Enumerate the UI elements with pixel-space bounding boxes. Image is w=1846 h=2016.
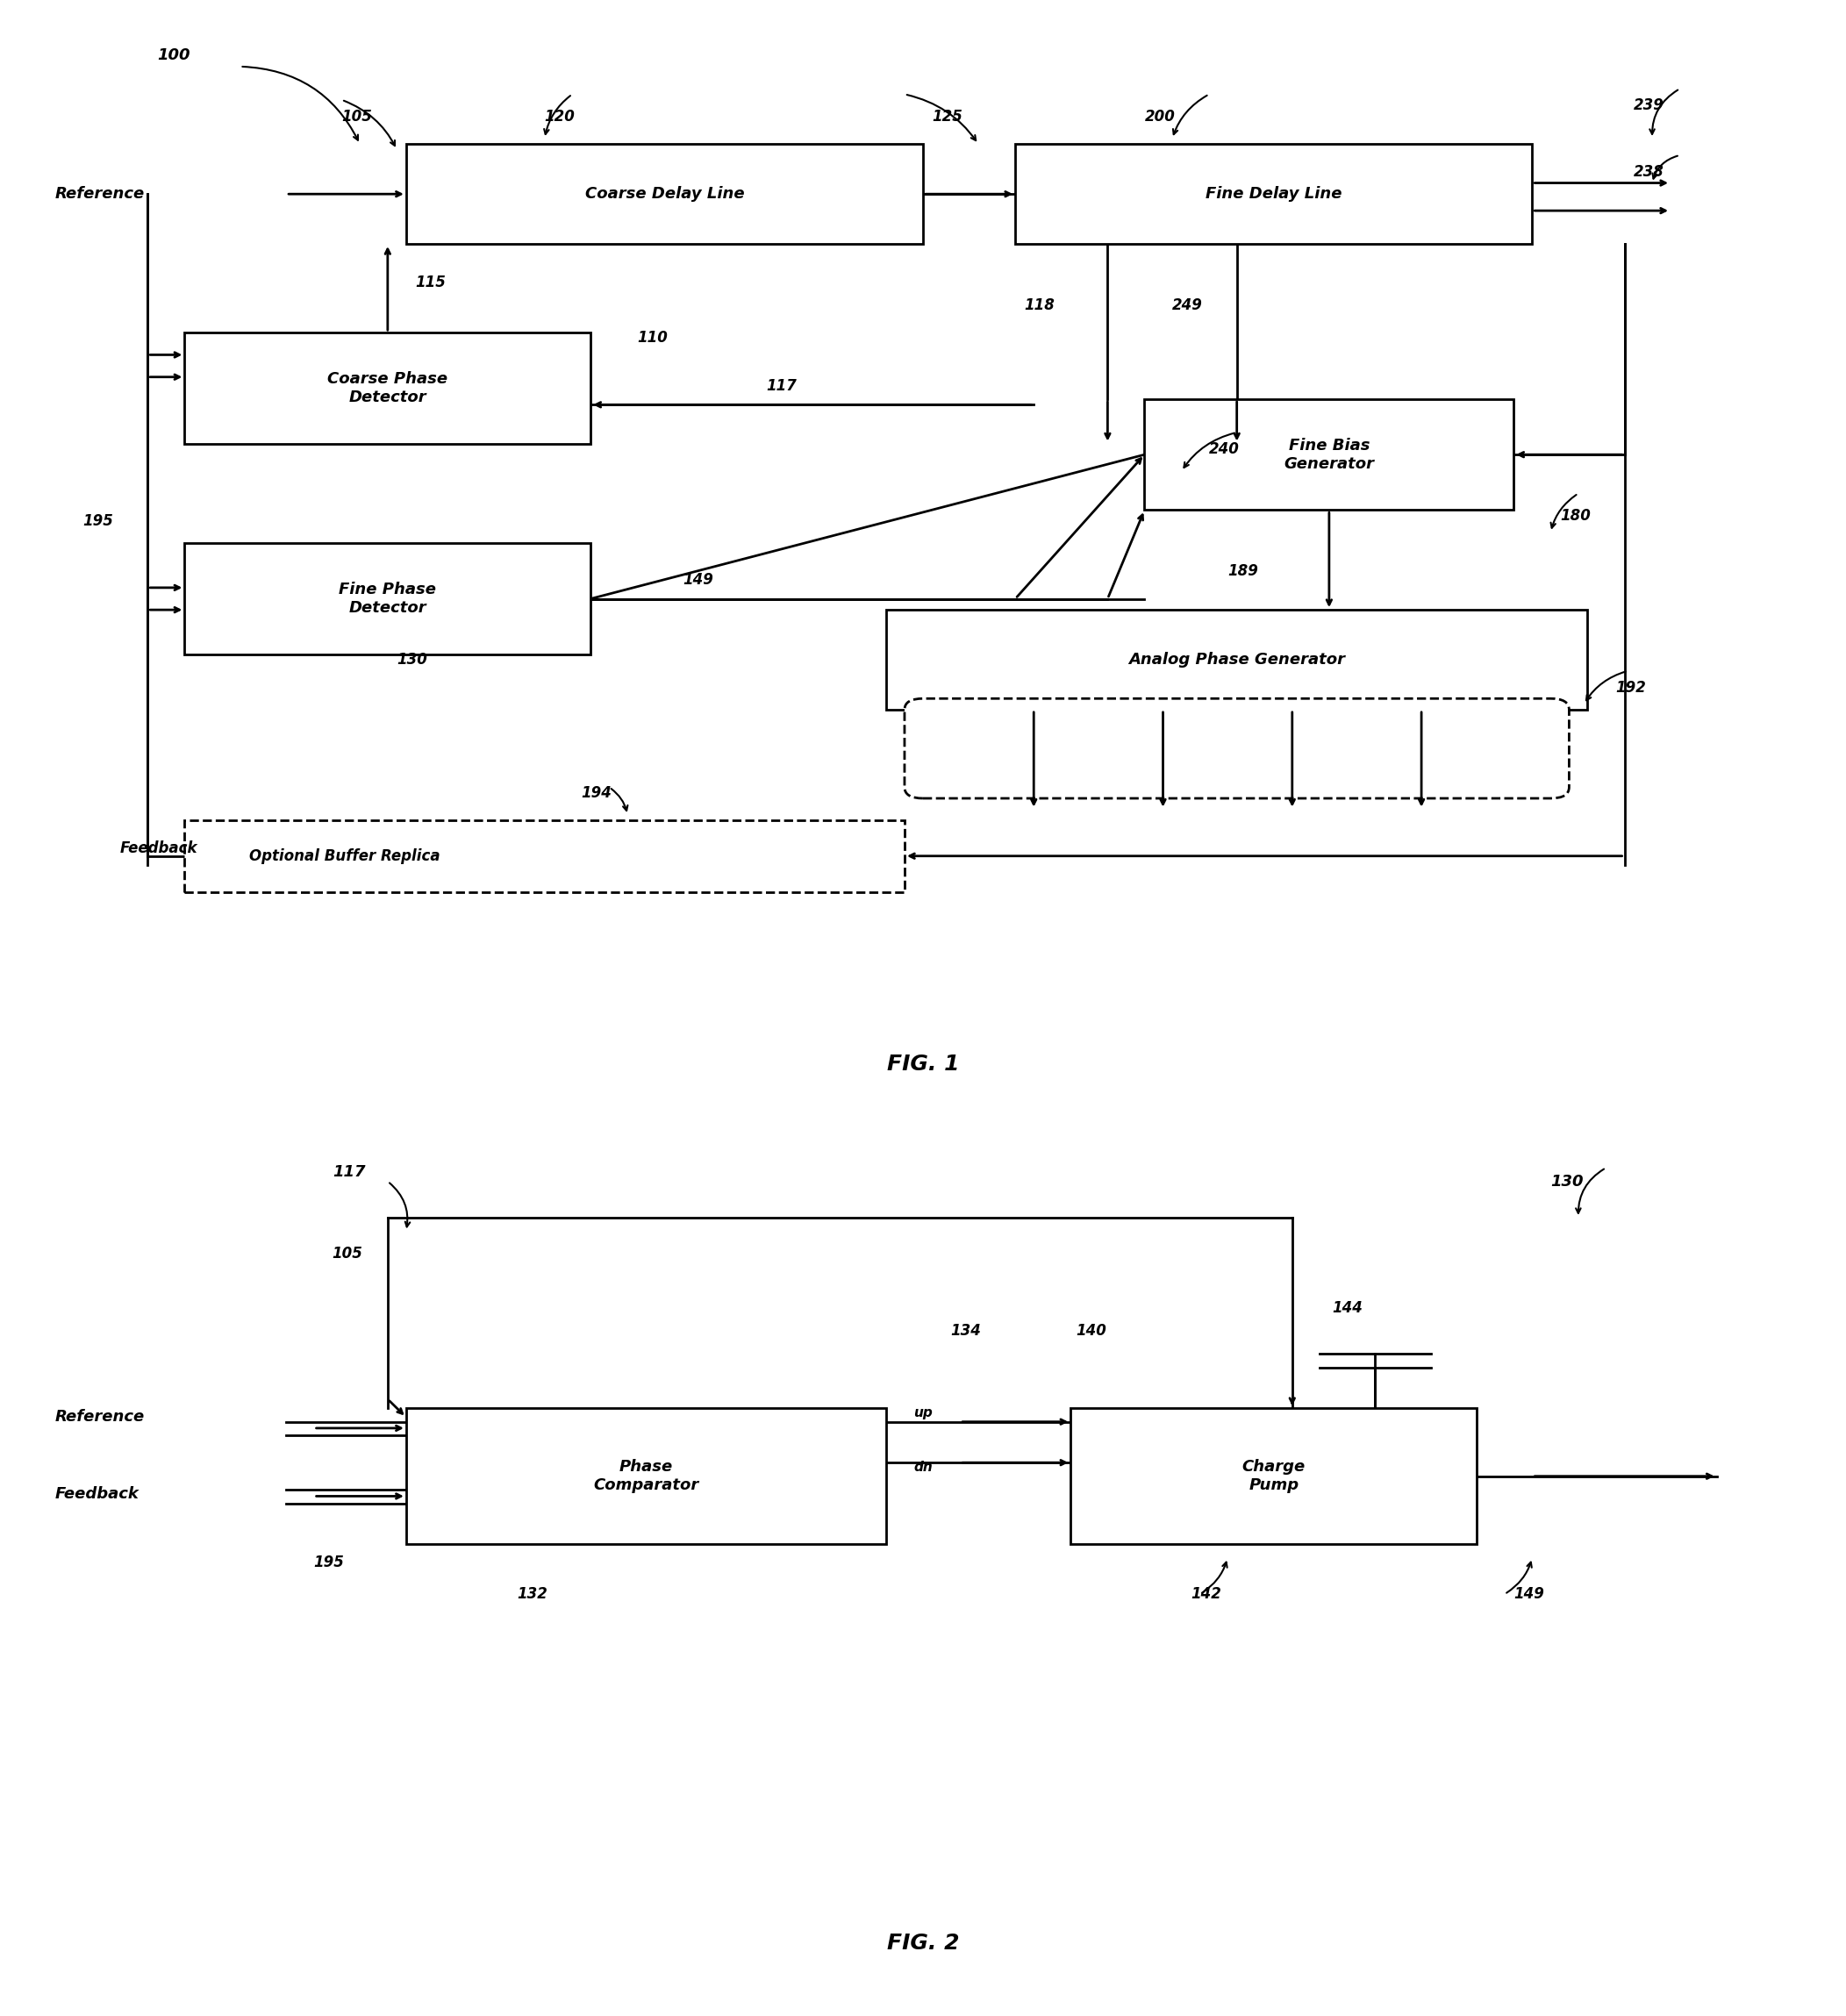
Text: Charge
Pump: Charge Pump bbox=[1242, 1460, 1305, 1494]
Text: 142: 142 bbox=[1191, 1587, 1222, 1603]
Text: 140: 140 bbox=[1076, 1322, 1108, 1339]
Text: 189: 189 bbox=[1228, 562, 1259, 579]
FancyBboxPatch shape bbox=[406, 143, 923, 244]
Text: 118: 118 bbox=[1025, 296, 1056, 312]
Text: 132: 132 bbox=[517, 1587, 548, 1603]
Text: 249: 249 bbox=[1172, 296, 1204, 312]
Text: 238: 238 bbox=[1634, 163, 1665, 179]
Text: Reference: Reference bbox=[55, 185, 146, 202]
Text: 130: 130 bbox=[1551, 1173, 1584, 1189]
Text: 117: 117 bbox=[332, 1165, 366, 1179]
Text: 105: 105 bbox=[332, 1246, 364, 1262]
Text: FIG. 1: FIG. 1 bbox=[886, 1054, 960, 1075]
Text: 130: 130 bbox=[397, 651, 428, 667]
Text: Optional Buffer Replica: Optional Buffer Replica bbox=[249, 849, 439, 865]
Text: 110: 110 bbox=[637, 331, 668, 347]
FancyBboxPatch shape bbox=[1015, 143, 1532, 244]
Text: Fine Phase
Detector: Fine Phase Detector bbox=[340, 583, 436, 615]
Text: Analog Phase Generator: Analog Phase Generator bbox=[1128, 651, 1346, 667]
FancyBboxPatch shape bbox=[185, 333, 591, 444]
Text: 105: 105 bbox=[342, 109, 373, 125]
Text: 180: 180 bbox=[1560, 508, 1591, 524]
FancyBboxPatch shape bbox=[1071, 1407, 1477, 1544]
Text: 192: 192 bbox=[1615, 679, 1647, 696]
Text: 195: 195 bbox=[83, 514, 114, 528]
Text: 125: 125 bbox=[932, 109, 964, 125]
Text: Reference: Reference bbox=[55, 1409, 146, 1425]
Text: 117: 117 bbox=[766, 377, 797, 393]
Text: Fine Delay Line: Fine Delay Line bbox=[1205, 185, 1342, 202]
Text: up: up bbox=[914, 1405, 932, 1419]
Text: 239: 239 bbox=[1634, 97, 1665, 113]
Text: 115: 115 bbox=[415, 274, 447, 290]
Text: 195: 195 bbox=[314, 1554, 345, 1570]
FancyBboxPatch shape bbox=[905, 698, 1569, 798]
Text: dn: dn bbox=[914, 1460, 932, 1474]
Text: 149: 149 bbox=[1514, 1587, 1545, 1603]
Text: FIG. 2: FIG. 2 bbox=[886, 1933, 960, 1954]
FancyBboxPatch shape bbox=[185, 821, 905, 893]
FancyBboxPatch shape bbox=[406, 1407, 886, 1544]
Text: 240: 240 bbox=[1209, 442, 1241, 458]
FancyBboxPatch shape bbox=[1145, 399, 1514, 510]
Text: Fine Bias
Generator: Fine Bias Generator bbox=[1285, 437, 1373, 472]
Text: Feedback: Feedback bbox=[120, 841, 198, 857]
Text: 149: 149 bbox=[683, 573, 714, 589]
Text: 200: 200 bbox=[1145, 109, 1176, 125]
FancyBboxPatch shape bbox=[886, 609, 1588, 710]
Text: 120: 120 bbox=[545, 109, 576, 125]
Text: 100: 100 bbox=[157, 48, 190, 62]
Text: 144: 144 bbox=[1333, 1300, 1362, 1316]
Text: 194: 194 bbox=[581, 784, 613, 800]
Text: Coarse Phase
Detector: Coarse Phase Detector bbox=[327, 371, 449, 405]
Text: Phase
Comparator: Phase Comparator bbox=[593, 1460, 700, 1494]
Text: Feedback: Feedback bbox=[55, 1486, 140, 1502]
Text: 134: 134 bbox=[951, 1322, 982, 1339]
Text: Coarse Delay Line: Coarse Delay Line bbox=[585, 185, 744, 202]
FancyBboxPatch shape bbox=[185, 542, 591, 653]
